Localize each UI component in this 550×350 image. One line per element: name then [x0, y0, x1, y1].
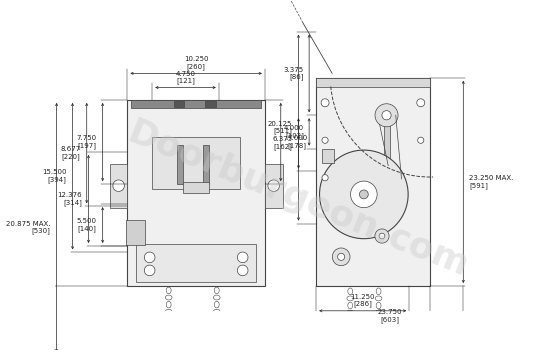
Circle shape	[338, 253, 345, 260]
Bar	[177, 145, 183, 184]
Bar	[174, 101, 184, 107]
Circle shape	[144, 265, 155, 276]
Text: 6.375
[162]: 6.375 [162]	[272, 136, 292, 150]
Circle shape	[375, 229, 389, 243]
Text: 7.750
[197]: 7.750 [197]	[76, 135, 96, 149]
Bar	[126, 220, 145, 245]
Circle shape	[238, 265, 248, 276]
Bar	[131, 100, 261, 108]
Bar	[316, 78, 430, 286]
Text: 3.375
[86]: 3.375 [86]	[284, 66, 304, 80]
Circle shape	[359, 190, 369, 199]
Text: Doorburgeon.com: Doorburgeon.com	[123, 116, 474, 284]
Bar	[136, 244, 256, 281]
Text: 7.000
[178]: 7.000 [178]	[287, 135, 307, 149]
Text: 23.250 MAX.
[591]: 23.250 MAX. [591]	[470, 175, 514, 189]
Circle shape	[144, 252, 155, 263]
Circle shape	[382, 111, 391, 120]
Circle shape	[268, 180, 279, 191]
Circle shape	[113, 180, 124, 191]
Bar	[384, 109, 389, 224]
Circle shape	[375, 104, 398, 127]
Circle shape	[379, 233, 385, 239]
Text: 4.750
[121]: 4.750 [121]	[175, 71, 195, 84]
Text: 20.125
[511]: 20.125 [511]	[268, 121, 292, 134]
Circle shape	[321, 99, 329, 107]
Text: 23.750
[603]: 23.750 [603]	[377, 309, 402, 323]
Circle shape	[238, 252, 248, 263]
Bar	[110, 163, 128, 208]
Bar	[265, 163, 283, 208]
Bar	[183, 182, 210, 193]
Circle shape	[417, 137, 424, 144]
Circle shape	[332, 248, 350, 266]
Circle shape	[322, 137, 328, 144]
Text: 15.500
[394]: 15.500 [394]	[42, 169, 67, 183]
Bar	[128, 100, 265, 286]
Circle shape	[322, 175, 328, 181]
Bar	[206, 101, 216, 107]
Bar	[316, 78, 430, 87]
Circle shape	[350, 181, 377, 208]
Text: 8.677
[220]: 8.677 [220]	[60, 146, 80, 160]
Bar	[203, 145, 209, 184]
Text: 4.000
[102]: 4.000 [102]	[284, 125, 304, 139]
Circle shape	[320, 150, 408, 239]
Bar	[152, 137, 240, 189]
Text: 10.250
[260]: 10.250 [260]	[184, 56, 208, 70]
Text: 12.376
[314]: 12.376 [314]	[58, 192, 82, 206]
Bar	[322, 149, 334, 163]
Text: 11.250
[286]: 11.250 [286]	[350, 294, 375, 307]
Text: 20.875 MAX.
[530]: 20.875 MAX. [530]	[6, 220, 51, 234]
Circle shape	[417, 99, 425, 107]
Text: 5.500
[140]: 5.500 [140]	[76, 218, 96, 232]
